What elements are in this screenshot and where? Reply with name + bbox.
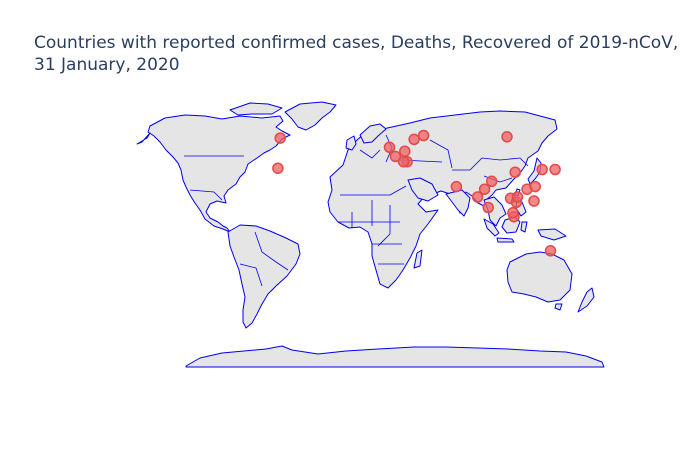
arctic-archipelago xyxy=(229,102,283,116)
case-marker[interactable] xyxy=(397,155,410,168)
australia xyxy=(506,251,573,303)
case-marker[interactable] xyxy=(529,180,541,193)
case-marker[interactable] xyxy=(399,145,411,157)
case-marker[interactable] xyxy=(272,162,284,174)
case-marker[interactable] xyxy=(417,129,430,142)
case-markers xyxy=(272,129,561,257)
arabian-peninsula xyxy=(407,177,439,202)
sumatra xyxy=(483,218,500,237)
north-america xyxy=(147,114,291,233)
case-marker[interactable] xyxy=(511,191,524,203)
british-isles xyxy=(345,135,357,151)
new-guinea xyxy=(537,228,567,241)
case-marker[interactable] xyxy=(450,180,463,193)
landmasses xyxy=(136,101,605,368)
java xyxy=(496,237,515,243)
case-marker[interactable] xyxy=(528,195,540,207)
madagascar xyxy=(413,249,423,269)
greenland xyxy=(284,101,337,131)
alaska-peninsula xyxy=(136,132,151,145)
case-marker[interactable] xyxy=(549,163,561,176)
new-zealand xyxy=(577,287,595,313)
case-marker[interactable] xyxy=(507,207,519,219)
case-marker[interactable] xyxy=(501,131,513,143)
case-marker[interactable] xyxy=(274,132,286,144)
case-marker[interactable] xyxy=(383,141,396,154)
case-marker[interactable] xyxy=(544,245,557,257)
scandinavia xyxy=(359,123,387,144)
case-marker[interactable] xyxy=(389,150,402,163)
south-america xyxy=(227,224,301,329)
antarctica xyxy=(185,345,605,368)
tasmania xyxy=(554,303,563,311)
case-marker[interactable] xyxy=(471,191,484,203)
case-marker[interactable] xyxy=(408,133,420,146)
case-marker[interactable] xyxy=(478,183,491,195)
indian-subcontinent xyxy=(445,189,471,217)
case-marker[interactable] xyxy=(509,166,521,178)
case-marker[interactable] xyxy=(536,163,548,176)
chart-title-line-1: Countries with reported confirmed cases,… xyxy=(34,33,679,53)
chart-title-line-2: 31 January, 2020 xyxy=(34,55,180,75)
sulawesi xyxy=(520,221,528,233)
case-marker[interactable] xyxy=(482,201,494,214)
chart-title: Countries with reported confirmed cases,… xyxy=(34,32,694,76)
case-marker[interactable] xyxy=(485,175,498,188)
